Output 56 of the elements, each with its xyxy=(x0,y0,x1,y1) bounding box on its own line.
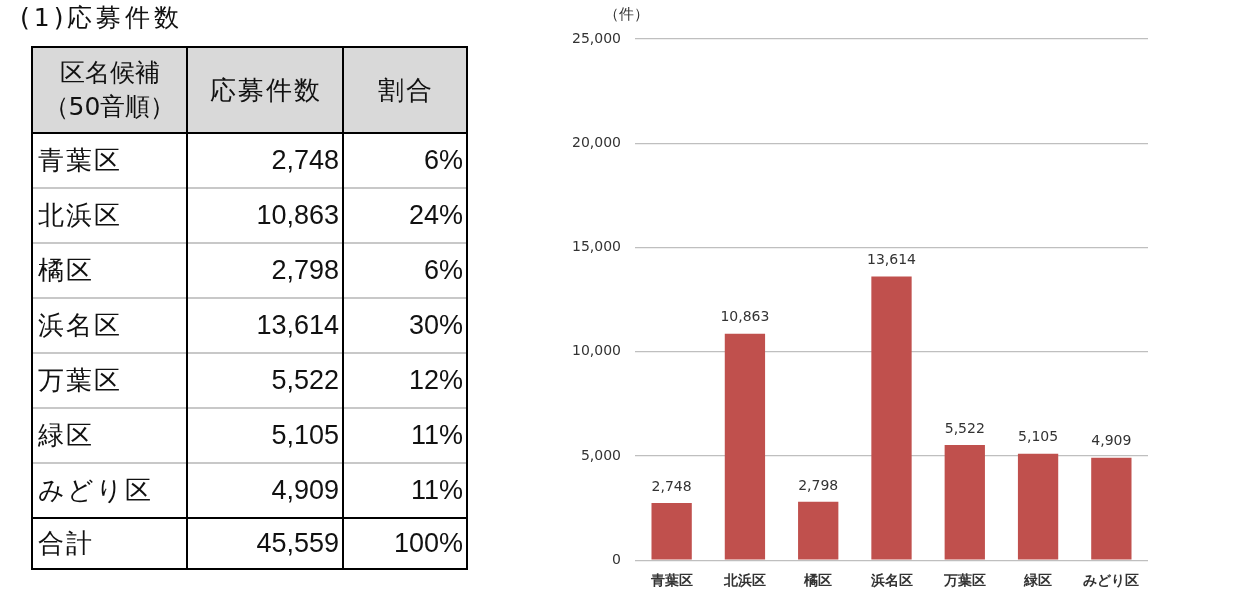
data-label: 2,748 xyxy=(651,477,692,494)
x-tick-label: 浜名区 xyxy=(869,572,913,589)
y-tick-label: 15,000 xyxy=(572,238,621,255)
text: 応募件数 xyxy=(187,47,343,133)
data-label: 30% xyxy=(343,298,467,353)
data-label: 5,522 xyxy=(187,353,343,408)
y-tick-label: 20,000 xyxy=(572,133,621,150)
text: 区名候補（50音順） xyxy=(42,57,177,123)
data-label: 10,863 xyxy=(187,188,343,243)
category-label: 橘区 xyxy=(32,243,187,298)
x-tick-label: みどり区 xyxy=(1083,572,1140,589)
bar xyxy=(1091,457,1132,560)
x-tick-label: 青葉区 xyxy=(649,572,693,589)
data-label: 5,522 xyxy=(944,419,985,436)
data-label: 45,559 xyxy=(187,518,343,569)
data-label: 11% xyxy=(343,463,467,518)
data-label: 100% xyxy=(343,518,467,569)
data-label: 13,614 xyxy=(867,251,917,268)
data-label: 5,105 xyxy=(1018,428,1059,445)
category-label: 合計 xyxy=(32,518,187,569)
bar xyxy=(798,501,839,560)
category-label: 青葉区 xyxy=(32,133,187,188)
bar xyxy=(724,333,766,560)
category-label: 北浜区 xyxy=(32,188,187,243)
text: 割合 xyxy=(343,47,467,133)
bar xyxy=(651,502,692,560)
x-tick-label: 橘区 xyxy=(803,572,833,589)
y-tick-label: 25,000 xyxy=(572,29,621,46)
category-label: 浜名区 xyxy=(32,298,187,353)
text: (1)応募件数 xyxy=(20,2,184,34)
category-label: 万葉区 xyxy=(32,353,187,408)
data-label: 4,909 xyxy=(187,463,343,518)
bar xyxy=(1017,453,1059,560)
category-label: 緑区 xyxy=(32,408,187,463)
y-tick-label: 0 xyxy=(612,550,621,567)
x-tick-label: 万葉区 xyxy=(942,572,986,589)
category-label: みどり区 xyxy=(32,463,187,518)
data-label: 24% xyxy=(343,188,467,243)
data-label: 2,798 xyxy=(798,476,839,493)
data-label: 10,863 xyxy=(720,308,770,325)
data-label: 4,909 xyxy=(1091,432,1132,449)
data-label: 5,105 xyxy=(187,408,343,463)
x-tick-label: 緑区 xyxy=(1023,572,1053,589)
x-tick-label: 北浜区 xyxy=(722,572,766,589)
data-label: 2,798 xyxy=(187,243,343,298)
data-label: 13,614 xyxy=(187,298,343,353)
data-label: 2,748 xyxy=(187,133,343,188)
data-label: 12% xyxy=(343,353,467,408)
y-tick-label: 10,000 xyxy=(572,342,621,359)
data-label: 11% xyxy=(343,408,467,463)
y-axis-title: （件） xyxy=(603,4,649,23)
y-tick-label: 5,000 xyxy=(580,446,621,463)
bar xyxy=(944,445,985,560)
bar xyxy=(871,276,912,560)
data-label: 6% xyxy=(343,133,467,188)
data-label: 6% xyxy=(343,243,467,298)
